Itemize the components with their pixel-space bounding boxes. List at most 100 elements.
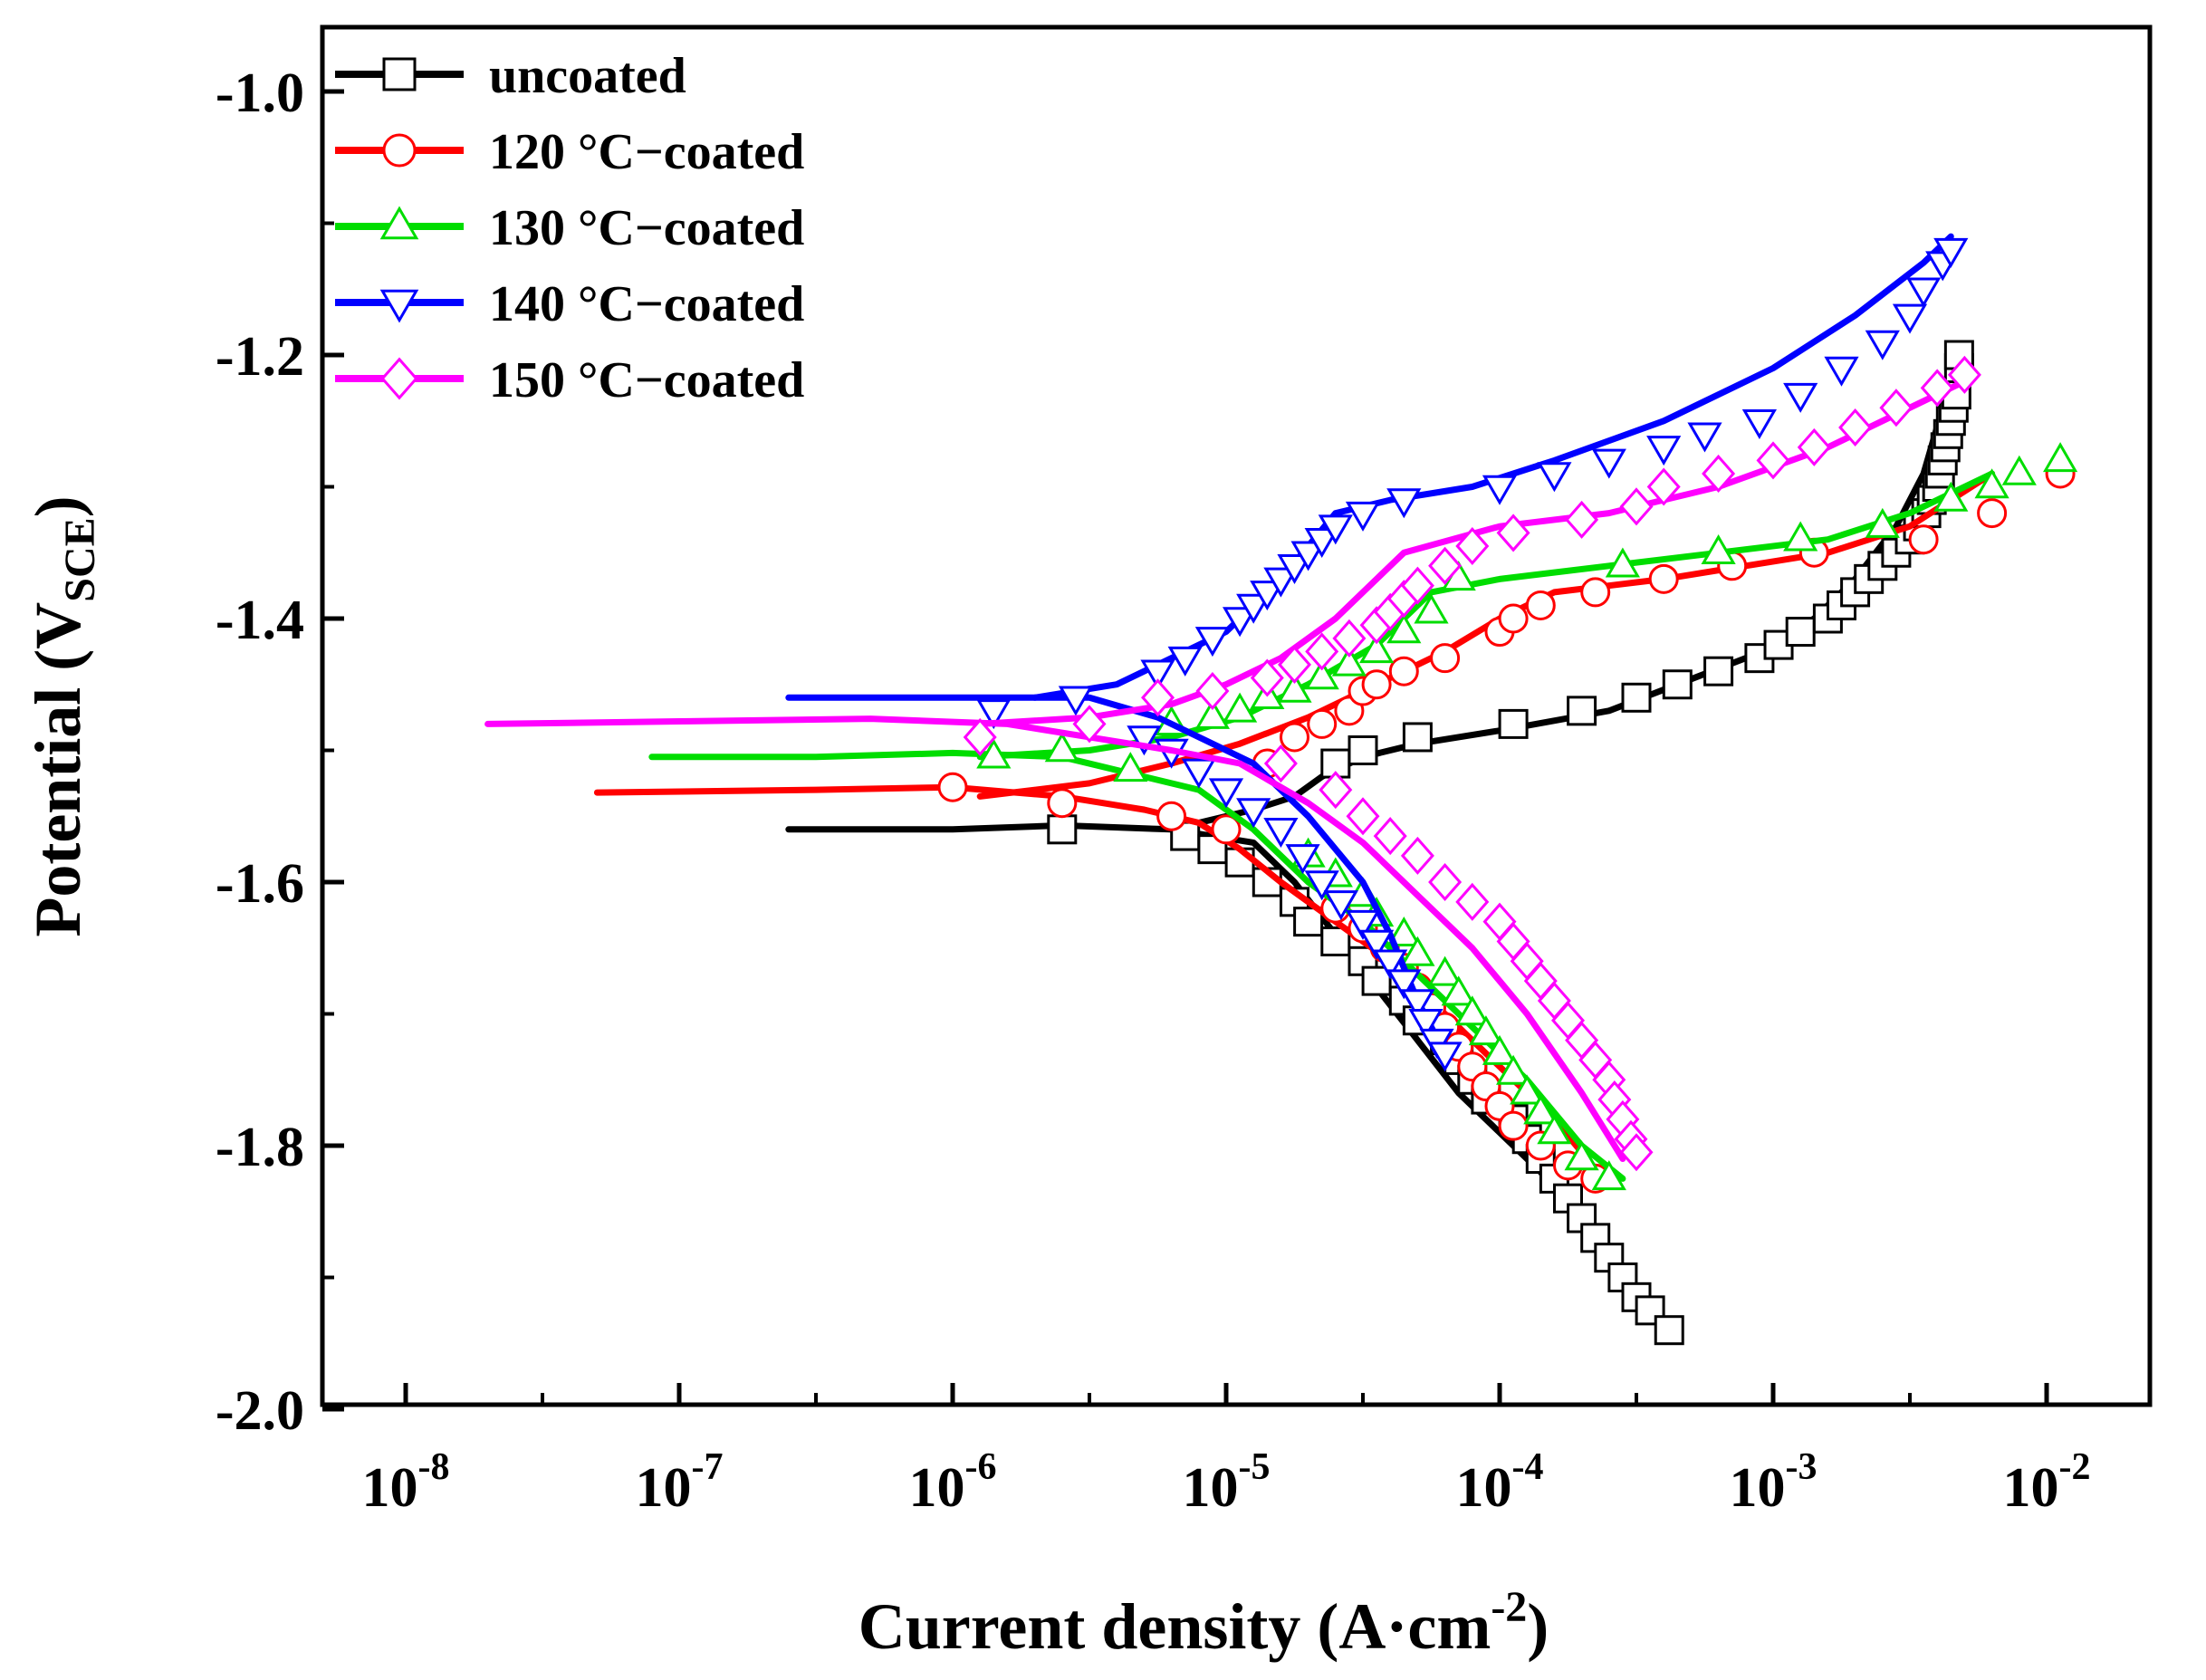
series-point xyxy=(1567,696,1597,726)
series-point xyxy=(1386,969,1422,1000)
x-tick-base: 10 xyxy=(909,1457,965,1519)
series-point xyxy=(1498,1110,1529,1141)
series-point xyxy=(1838,408,1873,447)
x-tick-label: 10-3 xyxy=(1730,1446,1818,1519)
series-point xyxy=(1892,303,1928,334)
series-point xyxy=(1468,1015,1504,1046)
series-point xyxy=(1358,929,1395,960)
series-point xyxy=(1635,1295,1665,1326)
series-point xyxy=(1181,758,1216,789)
series-point xyxy=(1785,617,1816,648)
series-point xyxy=(1290,541,1326,571)
series-point xyxy=(1047,788,1078,819)
series-point xyxy=(1058,686,1094,716)
series-point xyxy=(1756,441,1790,480)
series-line xyxy=(976,470,1996,761)
series-point xyxy=(1127,725,1162,756)
series-point xyxy=(1304,870,1339,901)
series-point xyxy=(1345,909,1381,940)
series-point xyxy=(1591,1160,1626,1191)
series-point xyxy=(1427,1042,1463,1072)
series-point xyxy=(1879,389,1913,427)
series-point xyxy=(1920,369,1954,408)
series-point xyxy=(1977,498,2008,529)
series-point xyxy=(1373,817,1407,856)
series-point xyxy=(1345,501,1381,532)
series-point xyxy=(1348,735,1378,765)
series-point xyxy=(1441,975,1476,1006)
series-point xyxy=(1305,632,1339,671)
x-tick-base: 10 xyxy=(1456,1457,1512,1519)
x-axis-title-main: Current density (A·cm xyxy=(858,1590,1491,1663)
series-point xyxy=(1280,722,1309,753)
y-tick-label: -1.6 xyxy=(216,853,304,915)
series-point xyxy=(1318,514,1353,545)
series-point xyxy=(1361,965,1392,996)
series-point xyxy=(2001,455,2037,485)
series-point xyxy=(1323,890,1358,921)
series-point xyxy=(1525,590,1556,620)
y-tick-label: -1.8 xyxy=(216,1117,304,1178)
series-point xyxy=(1263,818,1299,849)
series-point xyxy=(1783,382,1818,413)
y-tick-label: -1.2 xyxy=(216,326,304,388)
series-point xyxy=(1195,672,1230,711)
series-point xyxy=(1358,633,1395,664)
x-tick-base: 10 xyxy=(1730,1457,1786,1519)
legend-label: uncoated xyxy=(489,48,686,104)
series-point xyxy=(1402,722,1433,753)
y-tick-label: -1.0 xyxy=(216,62,304,124)
series-point xyxy=(1236,593,1271,624)
series-point xyxy=(1824,356,1859,387)
series-point xyxy=(1430,643,1461,674)
series-point xyxy=(1523,1094,1559,1125)
x-tick-label: 10-8 xyxy=(362,1446,450,1519)
series-point xyxy=(1211,814,1242,845)
series-point xyxy=(1510,1074,1545,1105)
series-point xyxy=(1591,448,1626,479)
series-point xyxy=(1947,355,1981,394)
series-point xyxy=(1455,526,1490,565)
series-point xyxy=(1194,627,1231,658)
series-point xyxy=(1905,277,1942,308)
series-point xyxy=(1865,507,1900,538)
y-axis-title-main: Potential (V xyxy=(22,602,94,937)
series-point xyxy=(1320,926,1351,956)
series-point xyxy=(976,738,1012,769)
x-tick-label: 10-2 xyxy=(2003,1446,2091,1519)
series-point xyxy=(1482,475,1518,505)
series-point xyxy=(1455,882,1490,921)
series-point xyxy=(1236,798,1271,829)
series-point xyxy=(1414,593,1449,624)
legend: uncoated 120 °C−coated 130 °C−coated 140 °C… xyxy=(335,48,804,408)
series-point xyxy=(1974,468,2009,499)
series-point xyxy=(1263,567,1299,598)
series-point xyxy=(1605,547,1641,578)
x-tick-label: 10-6 xyxy=(909,1446,997,1519)
series-point xyxy=(1304,659,1339,690)
series-point xyxy=(1428,862,1463,902)
series-point xyxy=(1293,907,1324,937)
series-point xyxy=(1156,801,1187,831)
x-tick-exponent: -2 xyxy=(2059,1446,2091,1488)
series-point xyxy=(1072,705,1107,744)
x-tick-base: 10 xyxy=(362,1457,418,1519)
series-point xyxy=(1386,916,1422,946)
series-3 xyxy=(785,233,1969,1072)
series-point xyxy=(976,699,1012,730)
x-tick-exponent: -5 xyxy=(1239,1446,1271,1488)
series-point xyxy=(1277,554,1312,585)
x-tick-label: 10-5 xyxy=(1183,1446,1271,1519)
x-axis-title-sup: -2 xyxy=(1491,1583,1527,1631)
series-point xyxy=(1498,603,1529,634)
legend-label: 140 °C−coated xyxy=(489,276,804,332)
series-point xyxy=(1307,708,1338,739)
series-point xyxy=(1263,744,1298,783)
series-point xyxy=(1427,955,1463,986)
series-2 xyxy=(648,442,2078,1191)
y-tick-label: -2.0 xyxy=(216,1380,304,1442)
series-point xyxy=(1047,814,1078,845)
legend-label: 130 °C−coated xyxy=(489,200,804,256)
legend-label: 120 °C−coated xyxy=(489,124,804,180)
